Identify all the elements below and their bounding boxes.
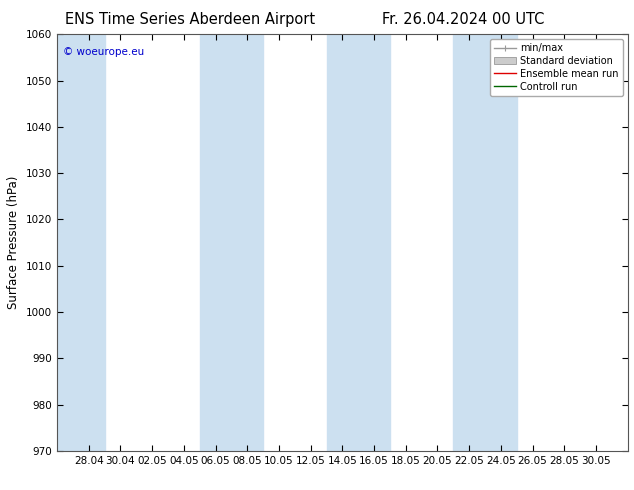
Bar	[327, 34, 390, 451]
Bar	[453, 34, 517, 451]
Bar	[200, 34, 263, 451]
Text: © woeurope.eu: © woeurope.eu	[63, 47, 144, 57]
Text: ENS Time Series Aberdeen Airport: ENS Time Series Aberdeen Airport	[65, 12, 315, 27]
Bar	[57, 34, 105, 451]
Y-axis label: Surface Pressure (hPa): Surface Pressure (hPa)	[8, 176, 20, 309]
Text: Fr. 26.04.2024 00 UTC: Fr. 26.04.2024 00 UTC	[382, 12, 544, 27]
Legend: min/max, Standard deviation, Ensemble mean run, Controll run: min/max, Standard deviation, Ensemble me…	[490, 39, 623, 96]
